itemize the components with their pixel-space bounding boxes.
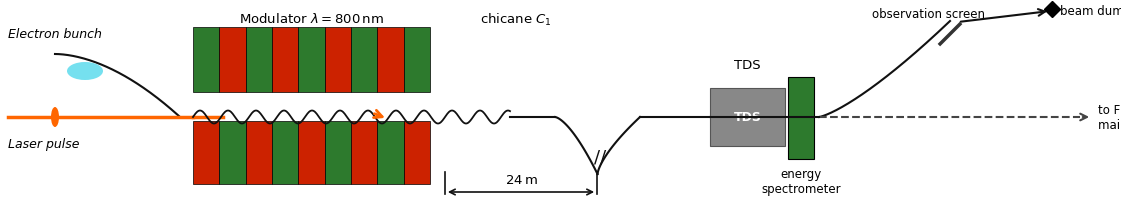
Bar (325, 121, 351, 184)
Ellipse shape (67, 63, 103, 81)
Bar (298, 28, 325, 93)
Bar (272, 121, 298, 184)
Ellipse shape (50, 107, 59, 127)
Text: chicane $C_1$: chicane $C_1$ (480, 12, 552, 28)
Bar (351, 28, 378, 93)
Text: energy
spectrometer: energy spectrometer (761, 167, 841, 195)
Bar (193, 121, 220, 184)
Text: TDS: TDS (733, 111, 761, 124)
Text: Electron bunch: Electron bunch (8, 28, 102, 41)
Text: beam dump: beam dump (1060, 5, 1121, 18)
Bar (378, 28, 404, 93)
Text: //: // (594, 148, 606, 166)
Bar (404, 121, 430, 184)
Bar (298, 121, 325, 184)
Bar (788, 78, 814, 159)
Text: TDS: TDS (734, 59, 761, 72)
Text: observation screen: observation screen (871, 8, 984, 21)
Bar (272, 28, 298, 93)
Bar (325, 28, 351, 93)
Text: to FLASH1
main und.: to FLASH1 main und. (1097, 103, 1121, 131)
Bar (220, 121, 245, 184)
Bar (378, 121, 404, 184)
Bar (351, 121, 378, 184)
Bar (220, 28, 245, 93)
Bar (245, 28, 272, 93)
Bar (404, 28, 430, 93)
Text: Laser pulse: Laser pulse (8, 137, 80, 150)
Bar (245, 121, 272, 184)
Text: $24\,\mathrm{m}$: $24\,\mathrm{m}$ (504, 173, 537, 186)
Bar (710, 89, 785, 146)
Bar (193, 28, 220, 93)
Text: Modulator $\lambda = 800\,\mathrm{nm}$: Modulator $\lambda = 800\,\mathrm{nm}$ (239, 12, 383, 26)
